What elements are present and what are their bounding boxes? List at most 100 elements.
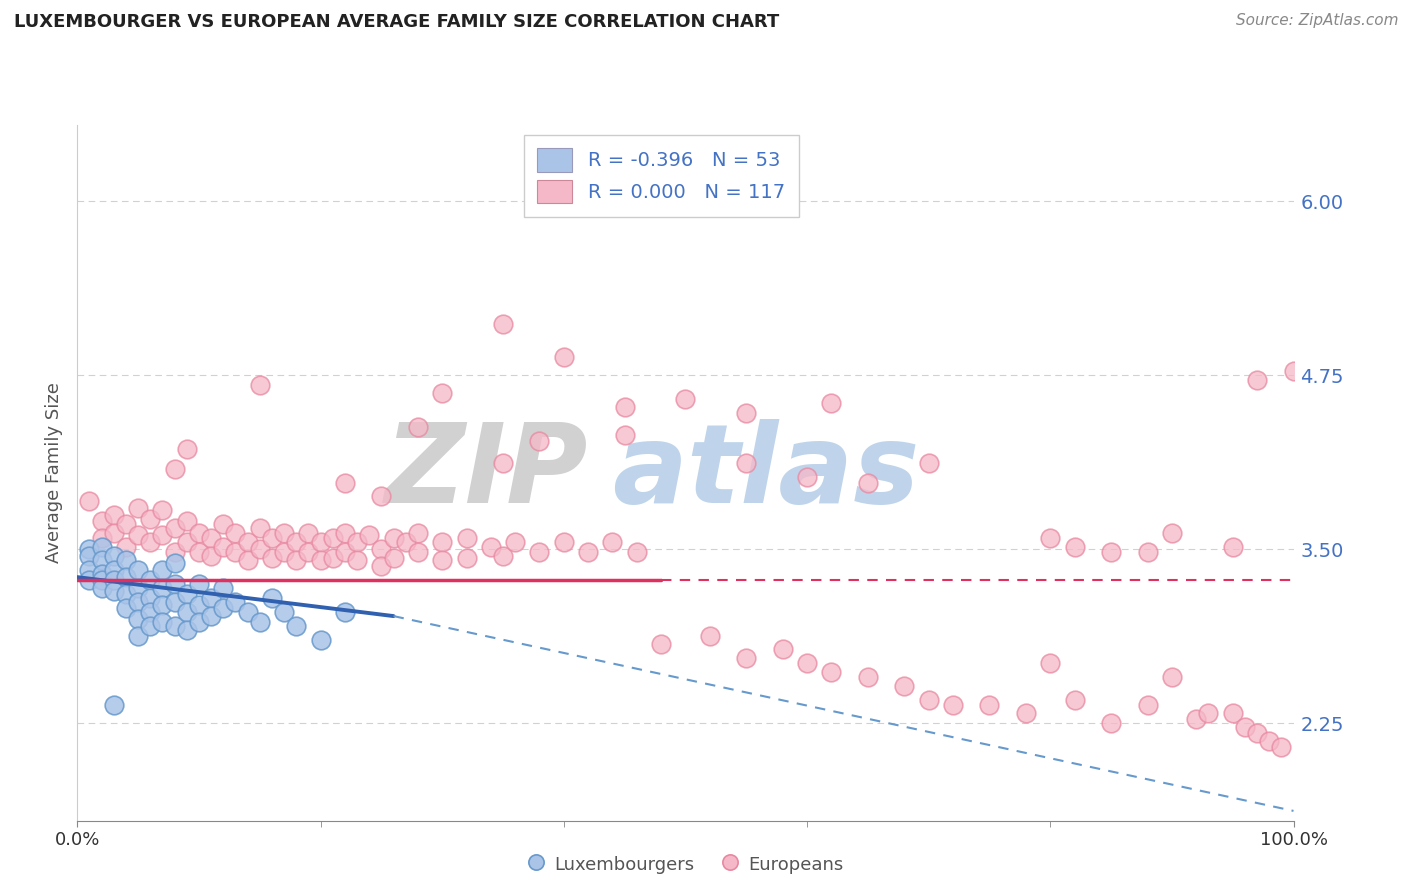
Point — [492, 549, 515, 564]
Point — [90, 573, 112, 587]
Point — [249, 521, 271, 535]
Point — [406, 420, 429, 434]
Point — [188, 525, 211, 540]
Point — [333, 605, 356, 619]
Text: atlas: atlas — [613, 419, 920, 526]
Point — [309, 632, 332, 647]
Point — [103, 508, 125, 522]
Point — [613, 401, 636, 415]
Point — [188, 577, 211, 591]
Point — [163, 556, 186, 570]
Point — [370, 559, 392, 574]
Point — [650, 637, 672, 651]
Point — [285, 619, 308, 633]
Point — [333, 525, 356, 540]
Point — [224, 595, 246, 609]
Point — [370, 542, 392, 557]
Point — [79, 573, 101, 587]
Point — [1161, 525, 1184, 540]
Point — [139, 511, 162, 525]
Point — [273, 525, 295, 540]
Point — [456, 550, 478, 565]
Point — [333, 475, 356, 490]
Point — [613, 428, 636, 442]
Point — [79, 493, 101, 508]
Point — [430, 553, 453, 567]
Point — [1282, 364, 1305, 378]
Point — [115, 570, 138, 584]
Point — [1246, 372, 1268, 386]
Point — [139, 573, 162, 587]
Point — [163, 619, 186, 633]
Text: Source: ZipAtlas.com: Source: ZipAtlas.com — [1236, 13, 1399, 29]
Point — [333, 545, 356, 559]
Point — [79, 542, 101, 557]
Point — [188, 615, 211, 629]
Point — [115, 587, 138, 601]
Point — [1136, 698, 1159, 713]
Point — [297, 525, 319, 540]
Point — [260, 591, 283, 605]
Point — [456, 531, 478, 545]
Point — [979, 698, 1001, 713]
Text: LUXEMBOURGER VS EUROPEAN AVERAGE FAMILY SIZE CORRELATION CHART: LUXEMBOURGER VS EUROPEAN AVERAGE FAMILY … — [14, 13, 779, 31]
Point — [553, 535, 575, 549]
Point — [236, 553, 259, 567]
Point — [127, 629, 149, 643]
Point — [942, 698, 965, 713]
Point — [236, 535, 259, 549]
Point — [1161, 670, 1184, 684]
Point — [260, 531, 283, 545]
Point — [285, 553, 308, 567]
Point — [176, 442, 198, 456]
Point — [90, 553, 112, 567]
Y-axis label: Average Family Size: Average Family Size — [45, 383, 63, 563]
Point — [1099, 545, 1122, 559]
Point — [1197, 706, 1219, 721]
Point — [735, 406, 758, 420]
Point — [212, 600, 235, 615]
Point — [1270, 739, 1292, 754]
Point — [1222, 706, 1244, 721]
Point — [249, 542, 271, 557]
Point — [103, 525, 125, 540]
Point — [163, 595, 186, 609]
Point — [115, 553, 138, 567]
Point — [820, 396, 842, 410]
Point — [529, 545, 551, 559]
Point — [152, 528, 174, 542]
Point — [1063, 692, 1085, 706]
Point — [115, 600, 138, 615]
Point — [492, 317, 515, 331]
Point — [309, 553, 332, 567]
Point — [200, 549, 222, 564]
Point — [90, 515, 112, 529]
Point — [90, 540, 112, 554]
Point — [236, 605, 259, 619]
Point — [856, 670, 879, 684]
Point — [576, 545, 599, 559]
Point — [479, 540, 502, 554]
Point — [297, 545, 319, 559]
Point — [224, 545, 246, 559]
Point — [796, 470, 818, 484]
Point — [856, 475, 879, 490]
Point — [176, 515, 198, 529]
Point — [249, 615, 271, 629]
Point — [249, 378, 271, 392]
Point — [1136, 545, 1159, 559]
Point — [152, 615, 174, 629]
Point — [127, 595, 149, 609]
Point — [626, 545, 648, 559]
Point — [127, 528, 149, 542]
Point — [176, 605, 198, 619]
Point — [1039, 531, 1062, 545]
Point — [152, 581, 174, 595]
Point — [893, 679, 915, 693]
Point — [322, 550, 344, 565]
Point — [1099, 716, 1122, 731]
Point — [430, 386, 453, 401]
Point — [163, 577, 186, 591]
Text: ZIP: ZIP — [385, 419, 588, 526]
Point — [430, 535, 453, 549]
